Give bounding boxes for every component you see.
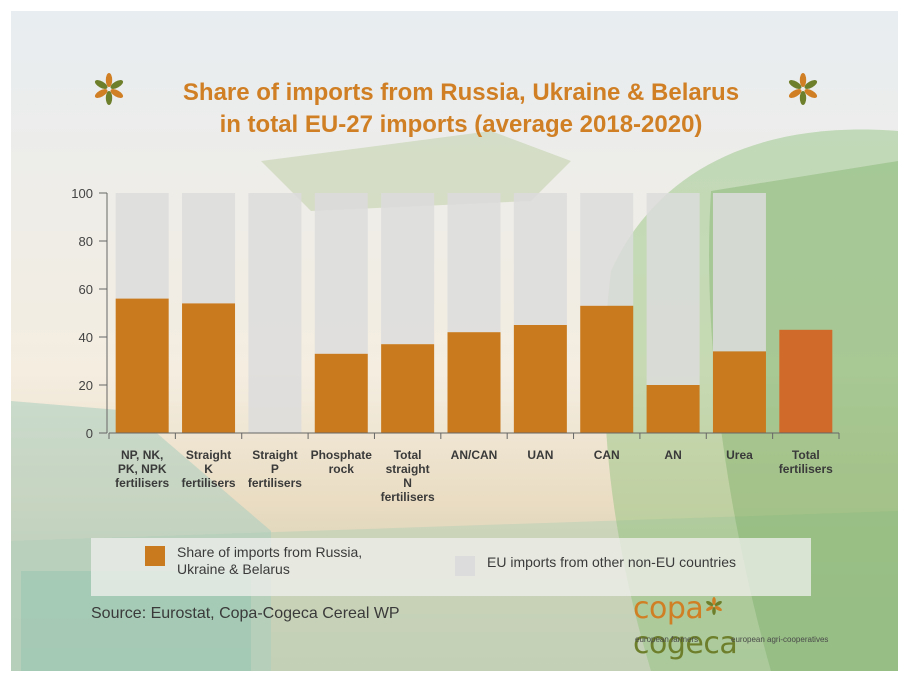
chart-title-line2: in total EU-27 imports (average 2018-202… xyxy=(219,111,703,138)
x-category-label: NP, NK, xyxy=(121,448,163,462)
x-category-label: UAN xyxy=(527,448,553,462)
y-tick-label: 20 xyxy=(79,378,93,393)
bar-share-segment xyxy=(712,351,766,433)
bar-share-segment xyxy=(779,329,833,433)
bar-share-segment xyxy=(513,325,567,433)
bar-share-segment xyxy=(115,298,169,433)
bar-other-segment xyxy=(712,193,766,352)
legend-label-share: Share of imports from Russia, Ukraine & … xyxy=(177,544,362,578)
legend-swatch-share xyxy=(145,546,165,566)
infographic-frame: Share of imports from Russia, Ukraine & … xyxy=(11,11,898,671)
y-tick-label: 100 xyxy=(71,186,93,201)
bar-other-segment xyxy=(646,193,700,385)
x-category-label: CAN xyxy=(594,448,620,462)
bar-other-segment xyxy=(314,193,368,354)
bar-other-segment xyxy=(513,193,567,325)
legend-item-share: Share of imports from Russia, Ukraine & … xyxy=(145,544,362,578)
x-category-label: K xyxy=(204,462,213,476)
x-category-label: Total xyxy=(394,448,422,462)
bar-other-segment xyxy=(182,193,236,304)
y-tick-label: 80 xyxy=(79,234,93,249)
logo-flower-icon xyxy=(706,597,722,615)
source-note: Source: Eurostat, Copa-Cogeca Cereal WP xyxy=(91,605,400,622)
y-tick-label: 60 xyxy=(79,282,93,297)
legend-label-other: EU imports from other non-EU countries xyxy=(487,554,736,570)
legend-swatch-other xyxy=(455,556,475,576)
logo-part1: copa xyxy=(633,591,704,626)
x-category-label: Straight xyxy=(252,448,297,462)
x-category-label: PK, NPK xyxy=(118,462,167,476)
x-category-label: fertilisers xyxy=(381,490,435,504)
bar-other-segment xyxy=(580,193,634,306)
y-tick-label: 40 xyxy=(79,330,93,345)
bar-share-segment xyxy=(182,303,236,433)
y-tick-label: 0 xyxy=(86,426,93,441)
logo-subtitle-right: european agri-cooperatives xyxy=(731,635,829,644)
copa-cogeca-logo: copacogeca european farmers european agr… xyxy=(631,591,831,661)
bar-share-segment xyxy=(381,344,435,433)
bar-other-segment xyxy=(381,193,435,345)
x-category-label: straight xyxy=(386,462,430,476)
bar-share-segment xyxy=(580,305,634,433)
chart-title-line1: Share of imports from Russia, Ukraine & … xyxy=(182,79,740,106)
logo-part2: cogeca xyxy=(633,626,738,661)
chart-title: Share of imports from Russia, Ukraine & … xyxy=(131,77,791,141)
flower-ornament-icon xyxy=(788,73,818,105)
logo-subtitle-left: european farmers xyxy=(635,635,699,644)
x-category-label: N xyxy=(403,476,412,490)
flower-ornament-icon xyxy=(94,73,124,105)
x-category-label: Phosphate xyxy=(311,448,373,462)
x-category-label: fertilisers xyxy=(182,476,236,490)
logo-wordmark: copacogeca xyxy=(633,591,831,661)
chart-legend: Share of imports from Russia, Ukraine & … xyxy=(91,538,811,596)
bar-other-segment xyxy=(115,193,169,299)
x-category-label: P xyxy=(271,462,279,476)
bar-other-segment xyxy=(248,193,302,433)
legend-label-share-line2: Ukraine & Belarus xyxy=(177,561,290,577)
x-category-label: AN xyxy=(664,448,681,462)
bar-share-segment xyxy=(646,385,700,433)
legend-label-share-line1: Share of imports from Russia, xyxy=(177,544,363,560)
x-category-label: AN/CAN xyxy=(451,448,498,462)
x-category-label: fertilisers xyxy=(115,476,169,490)
legend-item-other: EU imports from other non-EU countries xyxy=(455,554,736,576)
x-category-label: fertilisers xyxy=(248,476,302,490)
x-category-label: Straight xyxy=(186,448,231,462)
x-category-label: rock xyxy=(329,462,355,476)
x-category-label: Urea xyxy=(726,448,753,462)
bar-share-segment xyxy=(447,332,501,433)
bar-share-segment xyxy=(314,353,368,433)
x-category-label: Total xyxy=(792,448,820,462)
bar-other-segment xyxy=(447,193,501,333)
x-category-label: fertilisers xyxy=(779,462,833,476)
